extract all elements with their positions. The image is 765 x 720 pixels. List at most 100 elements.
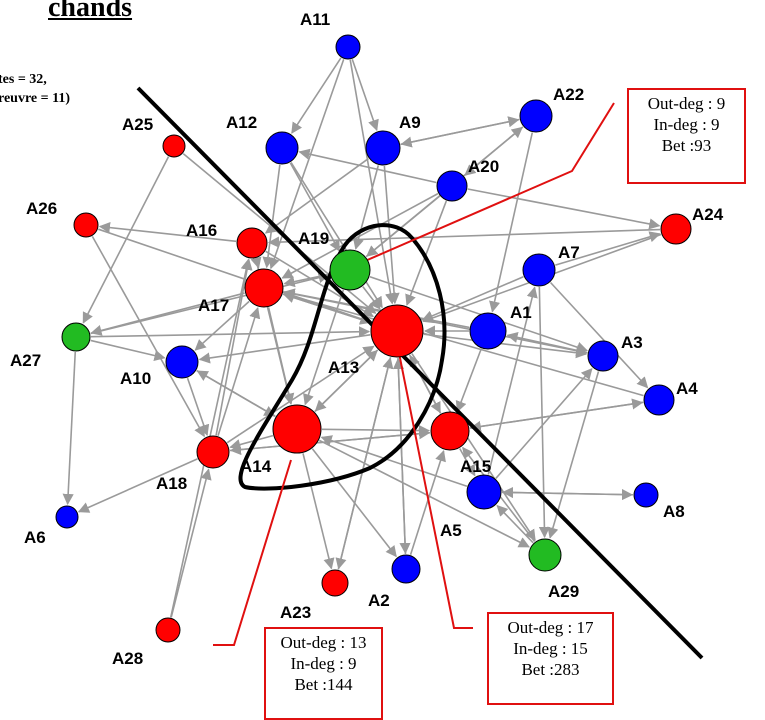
callout-line-a13 bbox=[397, 347, 473, 629]
edge-a14-a23 bbox=[302, 453, 335, 570]
note-line-1: tes = 32, bbox=[0, 72, 47, 87]
edge-a27-a13 bbox=[90, 326, 371, 338]
edge-a7-a4 bbox=[549, 281, 649, 389]
callout-a14-bet: Bet :144 bbox=[294, 675, 353, 694]
callout-a14-indeg: In-deg : 9 bbox=[290, 654, 357, 673]
edge-a27-a10 bbox=[90, 339, 166, 362]
node-layer: A1 A2 A3 A4 A5 A6 A7 A8 A9 A10 A11 A12 A13 A14 A15 A16 A… bbox=[10, 10, 724, 668]
node-a9 bbox=[365, 130, 401, 166]
node-label-a26: A26 bbox=[26, 199, 57, 218]
edge-a1-a15 bbox=[455, 348, 482, 413]
node-label-a15: A15 bbox=[460, 457, 491, 476]
node-a8 bbox=[633, 482, 659, 508]
edge-a28-a18 bbox=[170, 468, 212, 618]
edge-a23-a13 bbox=[337, 357, 394, 570]
node-a7 bbox=[522, 253, 556, 287]
page-title: chands bbox=[48, 0, 133, 23]
node-label-a23: A23 bbox=[280, 603, 311, 622]
highlight-contour bbox=[238, 223, 447, 491]
node-a22 bbox=[519, 99, 553, 133]
node-label-a4: A4 bbox=[676, 379, 698, 398]
edge-a11-a9 bbox=[351, 59, 379, 132]
edge-layer bbox=[62, 57, 662, 618]
edge-a20-a13 bbox=[405, 200, 448, 306]
node-label-a29: A29 bbox=[548, 582, 579, 601]
separator-line bbox=[136, 86, 704, 660]
edge-a12-a13 bbox=[290, 161, 383, 309]
node-label-a25: A25 bbox=[122, 115, 153, 134]
callout-a13-bet: Bet :283 bbox=[521, 660, 580, 679]
callout-box-a19: Out-deg : 9 In-deg : 9 Bet :93 bbox=[627, 88, 746, 184]
node-a20 bbox=[436, 170, 468, 202]
node-a16 bbox=[236, 227, 268, 259]
edge-a20-a12 bbox=[298, 148, 437, 184]
edge-a18-a16 bbox=[215, 258, 253, 436]
node-a6 bbox=[55, 505, 79, 529]
node-label-a27: A27 bbox=[10, 351, 41, 370]
edge-a20-a17 bbox=[281, 192, 439, 279]
node-a1 bbox=[469, 312, 507, 350]
node-label-a1: A1 bbox=[510, 303, 532, 322]
node-label-a19: A19 bbox=[298, 229, 329, 248]
edge-a9-a19 bbox=[352, 165, 380, 250]
edge-a25-a27 bbox=[82, 156, 170, 324]
callout-a14-outdeg: Out-deg : 13 bbox=[280, 633, 367, 652]
node-label-a9: A9 bbox=[399, 113, 421, 132]
callout-a19-bet: Bet :93 bbox=[661, 136, 712, 155]
node-a17 bbox=[244, 268, 284, 308]
callout-line-a19 bbox=[364, 102, 615, 262]
edge-a18-a17 bbox=[217, 306, 261, 437]
edge-a13-a3 bbox=[423, 333, 588, 359]
node-a12 bbox=[265, 131, 299, 165]
node-a29 bbox=[528, 538, 562, 572]
edge-a9-a16 bbox=[264, 157, 369, 234]
node-a24 bbox=[660, 213, 692, 245]
node-label-a12: A12 bbox=[226, 113, 257, 132]
node-a10 bbox=[165, 345, 199, 379]
edge-a14-a13 bbox=[314, 349, 378, 413]
edge-a2-a15 bbox=[409, 449, 446, 555]
callout-a13-outdeg: Out-deg : 17 bbox=[507, 618, 594, 637]
callout-box-a13: Out-deg : 17 In-deg : 15 Bet :283 bbox=[487, 612, 614, 705]
edge-a12-a17 bbox=[262, 164, 281, 269]
edge-a16-a17 bbox=[250, 256, 262, 269]
node-a14 bbox=[272, 404, 322, 454]
edge-a8-a5 bbox=[501, 486, 634, 499]
node-label-a17: A17 bbox=[198, 296, 229, 315]
edge-a19-a13 bbox=[362, 286, 381, 310]
node-label-a16: A16 bbox=[186, 221, 217, 240]
node-label-a14: A14 bbox=[240, 457, 272, 476]
node-a23 bbox=[321, 569, 349, 597]
edge-a11-a12 bbox=[291, 57, 342, 134]
edge-a18-a6 bbox=[77, 458, 198, 513]
node-a28 bbox=[155, 617, 181, 643]
edge-a7-a24 bbox=[555, 231, 661, 266]
note-line-2: reuvre = 11) bbox=[0, 91, 71, 106]
node-label-a2: A2 bbox=[368, 591, 390, 610]
node-label-a5: A5 bbox=[440, 521, 462, 540]
node-label-a18: A18 bbox=[156, 474, 187, 493]
edge-a20-a24 bbox=[467, 188, 661, 230]
callout-a13-indeg: In-deg : 15 bbox=[513, 639, 588, 658]
edge-a11-a13 bbox=[349, 59, 397, 305]
node-a18 bbox=[196, 435, 230, 469]
edge-a14-a29 bbox=[318, 439, 530, 548]
edge-a5-a7 bbox=[487, 286, 538, 475]
edge-a7-a13 bbox=[421, 275, 524, 322]
edge-a10-a18 bbox=[186, 377, 210, 437]
node-a3 bbox=[587, 340, 619, 372]
node-label-a8: A8 bbox=[663, 502, 685, 521]
node-a19 bbox=[329, 249, 371, 291]
edge-a5-a3 bbox=[495, 367, 593, 479]
node-label-a28: A28 bbox=[112, 649, 143, 668]
edge-a19-a3 bbox=[369, 276, 588, 353]
node-a5 bbox=[466, 474, 502, 510]
edge-a3-a1 bbox=[506, 331, 588, 354]
node-label-a6: A6 bbox=[24, 528, 46, 547]
edge-a18-a13 bbox=[226, 345, 375, 444]
edge-a22-a9 bbox=[400, 118, 520, 148]
callout-a19-indeg: In-deg : 9 bbox=[653, 115, 720, 134]
node-a26 bbox=[73, 212, 99, 238]
node-label-a13: A13 bbox=[328, 358, 359, 377]
